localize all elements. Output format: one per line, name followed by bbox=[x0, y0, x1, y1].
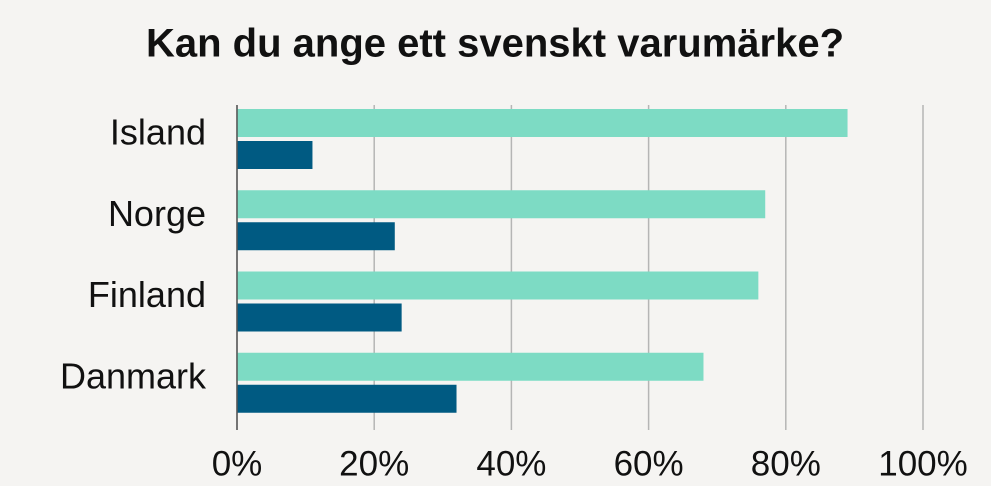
x-tick-label: 100% bbox=[878, 444, 968, 483]
x-tick-label: 20% bbox=[339, 444, 409, 483]
y-tick-label: Norge bbox=[108, 193, 206, 234]
y-tick-label: Finland bbox=[88, 274, 206, 315]
bar bbox=[237, 303, 402, 332]
x-tick-label: 40% bbox=[476, 444, 546, 483]
bar bbox=[237, 384, 457, 413]
bar bbox=[237, 109, 848, 137]
bar bbox=[237, 141, 313, 169]
bar bbox=[237, 222, 395, 251]
chart-title: Kan du ange ett svenskt varumärke? bbox=[146, 22, 844, 66]
y-tick-label: Island bbox=[110, 112, 206, 153]
bar bbox=[237, 190, 766, 219]
x-tick-label: 80% bbox=[751, 444, 821, 483]
y-tick-label: Danmark bbox=[60, 355, 207, 396]
bar bbox=[237, 271, 759, 300]
bar bbox=[237, 352, 704, 381]
x-tick-label: 60% bbox=[614, 444, 684, 483]
x-tick-label: 0% bbox=[212, 444, 263, 483]
